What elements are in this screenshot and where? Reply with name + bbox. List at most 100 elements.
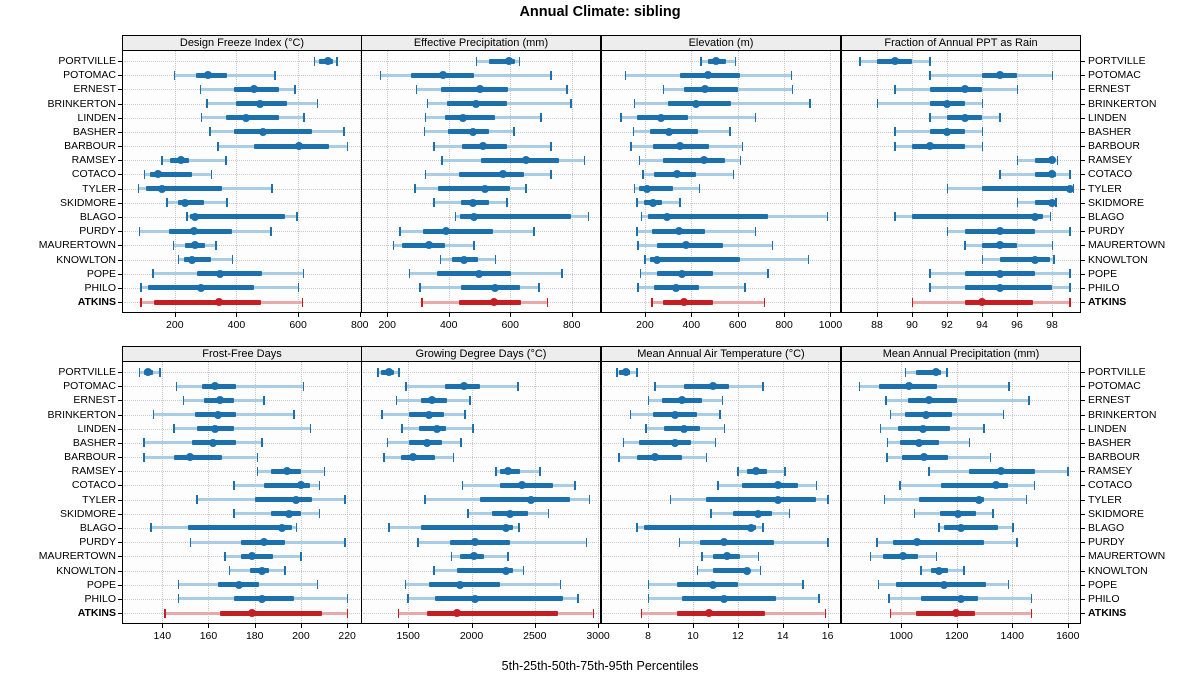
median-dot	[452, 609, 461, 618]
median-dot	[720, 594, 729, 603]
x-gridline	[471, 362, 473, 623]
median-dot	[209, 438, 218, 447]
whisker-cap	[696, 566, 699, 576]
row-guideline	[124, 471, 360, 473]
median-dot	[257, 566, 266, 575]
station-label: BLAGO	[79, 210, 116, 223]
x-axis-tick-label: 1000	[818, 319, 843, 331]
x-axis-tick-label: 200	[166, 319, 184, 331]
x-axis-tick	[648, 624, 650, 628]
whisker-cap	[395, 395, 398, 405]
whisker-cap	[637, 283, 639, 293]
percentile-box-25-75	[929, 86, 982, 92]
whisker-cap	[723, 424, 726, 434]
percentile-box-25-75	[639, 440, 691, 446]
y-axis-tick	[118, 188, 122, 190]
whisker-cap	[343, 127, 345, 137]
x-axis-tick-label: 1500	[396, 630, 420, 642]
x-axis-tick-label: 200	[292, 630, 310, 642]
whisker-cap	[461, 480, 463, 490]
whisker-cap	[802, 580, 804, 590]
whisker-cap	[741, 141, 744, 151]
percentile-box-25-75	[663, 299, 714, 305]
median-dot	[673, 170, 682, 179]
whisker-cap	[570, 99, 572, 109]
station-label: LINDEN	[77, 111, 116, 124]
percentile-box-25-75	[423, 228, 494, 234]
median-dot	[470, 594, 479, 603]
x-gridline	[737, 51, 739, 312]
percentile-box-25-75	[648, 214, 768, 220]
whisker-cap	[1030, 594, 1033, 604]
y-axis-tick	[1081, 584, 1085, 586]
row-guideline	[363, 457, 599, 459]
whisker-cap	[637, 240, 639, 250]
whisker-cap	[963, 566, 965, 576]
percentile-box-25-75	[240, 553, 274, 559]
whisker-cap	[588, 495, 591, 505]
whisker-cap	[929, 70, 931, 80]
percentile-box-25-75	[441, 86, 509, 92]
x-axis-tick-label: 800	[351, 319, 369, 331]
whisker-cap	[316, 580, 319, 590]
median-dot	[190, 227, 199, 236]
y-axis-tick	[1081, 457, 1085, 459]
station-label: BRINKERTON	[1088, 408, 1157, 421]
whisker-cap	[424, 495, 426, 505]
panel-plot	[841, 361, 1081, 624]
x-axis-tick	[782, 624, 784, 628]
x-axis-tick	[208, 624, 210, 628]
whisker-cap	[1051, 70, 1053, 80]
median-dot	[501, 523, 510, 532]
median-dot	[499, 170, 508, 179]
median-dot	[190, 241, 199, 250]
whisker-cap	[547, 509, 550, 519]
row-guideline	[124, 202, 360, 204]
y-axis-tick	[118, 414, 122, 416]
whisker-cap	[1025, 495, 1028, 505]
median-dot	[259, 538, 268, 547]
median-dot	[954, 509, 963, 518]
median-dot	[709, 580, 718, 589]
whisker-cap	[441, 155, 443, 165]
station-label: ERNEST	[73, 83, 116, 96]
whisker-cap	[701, 551, 703, 561]
whisker-cap	[296, 212, 298, 222]
whisker-cap	[215, 240, 217, 250]
whisker-cap	[226, 198, 228, 208]
whisker-cap	[344, 537, 346, 547]
whisker-cap	[177, 594, 180, 604]
whisker-cap	[323, 466, 326, 476]
whisker-cap	[734, 56, 737, 66]
x-axis-tick	[471, 624, 473, 628]
median-dot	[204, 71, 213, 80]
percentile-box-25-75	[733, 511, 772, 517]
median-dot	[720, 538, 729, 547]
x-gridline	[692, 362, 694, 623]
figure-title: Annual Climate: sibling	[519, 4, 681, 20]
panel-strip: Growing Degree Days (°C)	[361, 346, 601, 362]
percentile-box-25-75	[225, 115, 279, 121]
x-axis-tick-label: 2000	[459, 630, 484, 642]
y-axis-tick	[118, 471, 122, 473]
percentile-box-25-75	[184, 257, 212, 263]
percentile-box-25-75	[636, 454, 682, 460]
whisker-cap	[826, 212, 828, 222]
x-axis-tick-label: 140	[153, 630, 172, 642]
median-dot	[943, 127, 951, 136]
x-axis-tick	[359, 313, 361, 317]
y-axis-tick	[1081, 598, 1085, 600]
panel-plot	[601, 50, 841, 313]
station-label: TYLER	[82, 493, 116, 506]
row-guideline	[843, 174, 1079, 176]
median-dot	[649, 198, 658, 207]
station-label: PURDY	[1088, 536, 1125, 549]
percentile-box-25-75	[401, 454, 435, 460]
y-axis-tick	[118, 499, 122, 501]
y-axis-tick	[118, 117, 122, 119]
y-axis-tick	[118, 61, 122, 62]
y-axis-tick	[1081, 259, 1085, 261]
median-dot	[425, 410, 434, 419]
percentile-box-25-75	[154, 299, 262, 305]
whisker-cap	[964, 240, 966, 250]
